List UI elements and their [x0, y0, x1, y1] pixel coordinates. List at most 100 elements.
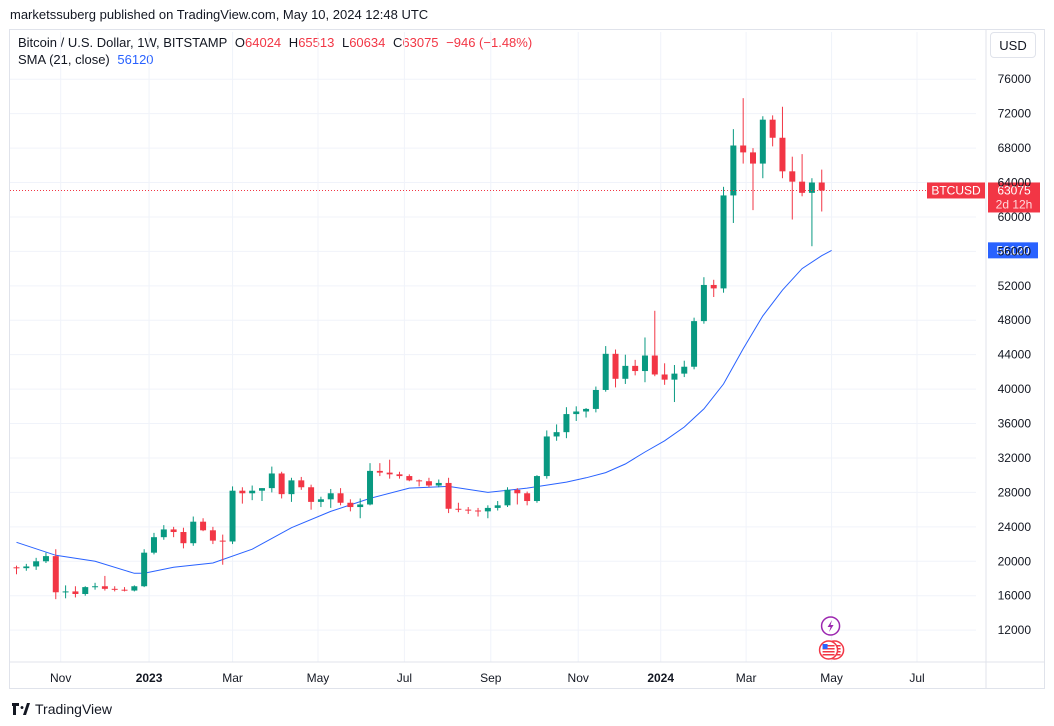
y-tick-label: 64000: [998, 176, 1032, 190]
candle-body: [583, 408, 590, 412]
symbol-tag: BTCUSD: [931, 183, 981, 197]
x-tick-label: 2023: [136, 671, 163, 685]
y-tick-label: 32000: [998, 451, 1032, 465]
x-tick-label: Jul: [909, 671, 924, 685]
candle-body: [121, 589, 128, 591]
candle: [13, 565, 20, 575]
candle: [445, 477, 452, 514]
candle: [700, 277, 707, 324]
close-label: C: [392, 35, 403, 50]
y-tick-label: 16000: [998, 589, 1032, 603]
candle-body: [337, 493, 344, 503]
candle: [602, 346, 609, 392]
low-label: L: [341, 35, 350, 50]
y-tick-label: 36000: [998, 417, 1032, 431]
candle: [82, 586, 89, 596]
flag-stripe: [822, 648, 835, 650]
candle: [475, 507, 482, 517]
candle-body: [553, 432, 560, 437]
tradingview-logo-icon: [12, 703, 30, 715]
candle: [543, 430, 550, 479]
candle: [219, 534, 226, 565]
candle-body: [150, 537, 157, 553]
countdown-label: 2d 12h: [996, 197, 1033, 211]
candle: [789, 156, 796, 220]
candle: [278, 471, 285, 499]
x-tick-label: Nov: [50, 671, 71, 685]
sma-label[interactable]: SMA (21, close): [18, 52, 110, 67]
candle-body: [200, 521, 207, 531]
candle: [681, 360, 688, 378]
candle: [33, 557, 40, 570]
candle-body: [730, 145, 737, 196]
candle: [435, 479, 442, 488]
candle-body: [160, 529, 167, 538]
candle-body: [622, 365, 629, 379]
x-tick-label: Jul: [397, 671, 412, 685]
candle: [141, 549, 148, 588]
candle-body: [23, 566, 30, 569]
candle-body: [750, 152, 756, 164]
candle: [720, 186, 727, 293]
close-value: 63075: [402, 35, 439, 50]
candle: [150, 532, 157, 555]
x-tick-label: Sep: [480, 671, 502, 685]
candle-body: [396, 474, 403, 477]
candle-body: [229, 490, 236, 542]
candle-body: [445, 482, 452, 509]
candle-body: [641, 355, 648, 372]
y-axis: 12000 16000 20000 24000 28000 32000 36000 40000…: [985, 30, 1032, 688]
candle-body: [779, 137, 786, 172]
candle-body: [720, 195, 727, 289]
candle: [259, 488, 265, 502]
lightning-glyph: [827, 620, 834, 632]
candle: [641, 337, 648, 383]
x-tick-label: May: [820, 671, 843, 685]
candle-body: [170, 529, 177, 533]
us-flag-event-icon[interactable]: [818, 640, 845, 660]
candle-body: [524, 493, 531, 502]
change-value: −946 (−1.48%): [446, 35, 533, 50]
candle: [494, 501, 501, 511]
y-tick-label: 76000: [998, 72, 1032, 86]
candle-body: [671, 373, 678, 380]
candle: [425, 477, 432, 488]
candle-body: [111, 588, 118, 590]
candle: [750, 148, 756, 211]
candle: [465, 507, 472, 514]
candle-body: [700, 284, 707, 322]
candle: [416, 479, 423, 487]
y-tick-label: 40000: [998, 382, 1032, 396]
candle: [632, 359, 639, 376]
footer-brand-name: TradingView: [35, 701, 113, 717]
y-tick-label: 72000: [998, 107, 1032, 121]
y-tick-label: 24000: [998, 520, 1032, 534]
candle: [101, 575, 108, 591]
candle: [691, 317, 698, 370]
candle: [651, 310, 658, 377]
candle-body: [533, 476, 540, 502]
candle-body: [514, 489, 521, 494]
candle-body: [62, 591, 69, 593]
symbol-name[interactable]: Bitcoin / U.S. Dollar, 1W, BITSTAMP: [18, 35, 228, 50]
candle-body: [416, 480, 423, 482]
candle: [160, 525, 167, 540]
lightning-event-icon[interactable]: [820, 616, 841, 636]
candle-body: [789, 171, 796, 182]
candle-body: [317, 499, 324, 502]
candle: [573, 406, 580, 421]
candle-body: [543, 436, 550, 477]
candle: [759, 116, 766, 179]
candle: [23, 563, 30, 571]
last-price-label: 63075: [997, 183, 1031, 197]
currency-button[interactable]: USD: [990, 32, 1036, 58]
flag-circle: [818, 640, 839, 660]
candle-body: [425, 481, 432, 486]
candle: [327, 488, 334, 508]
candle: [200, 518, 207, 532]
candle: [209, 526, 216, 545]
candle-body: [42, 556, 49, 562]
candle: [740, 98, 747, 164]
candle-body: [661, 374, 668, 380]
